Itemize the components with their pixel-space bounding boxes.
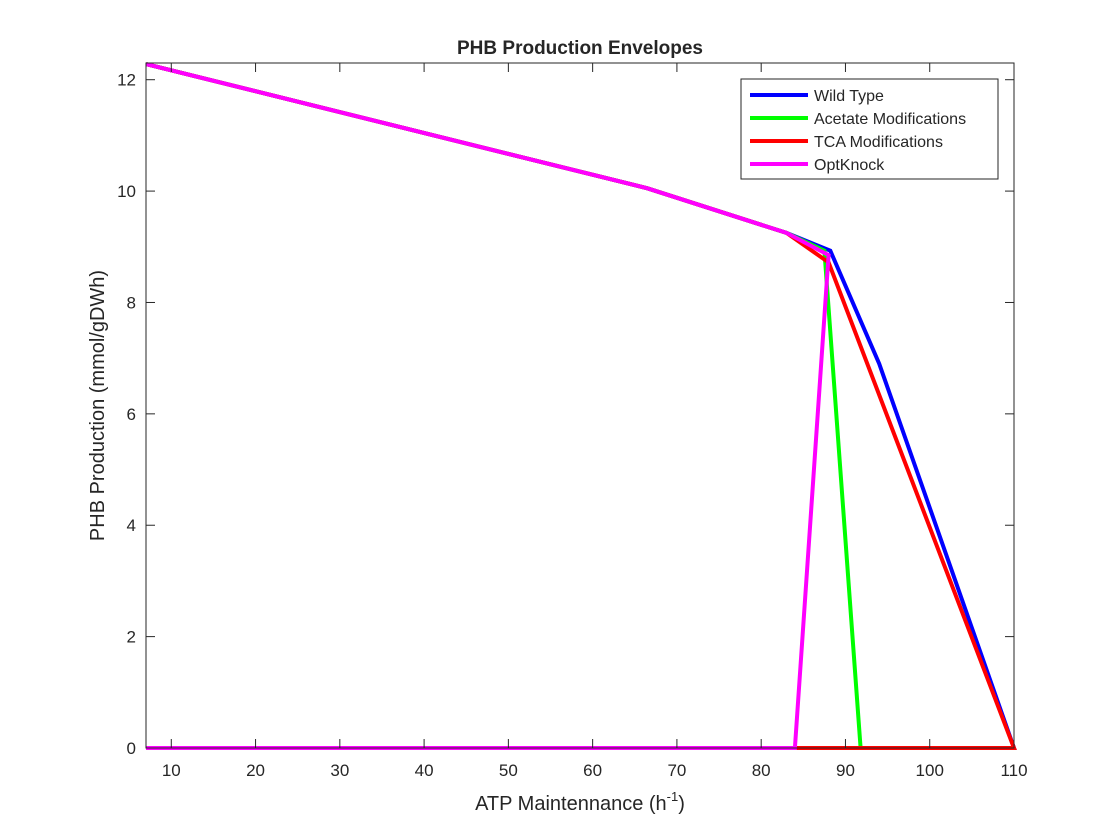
x-tick-label: 80: [752, 761, 771, 780]
x-tick-label: 110: [1000, 761, 1027, 780]
y-tick-label: 12: [117, 71, 136, 90]
y-tick-label: 0: [127, 739, 136, 758]
y-tick-label: 8: [127, 293, 136, 312]
x-tick-label: 40: [415, 761, 434, 780]
x-tick-label: 70: [667, 761, 686, 780]
x-tick-label: 30: [330, 761, 349, 780]
x-axis-label-superscript: -1: [667, 789, 679, 804]
y-tick-label: 10: [117, 182, 136, 201]
legend: Wild Type Acetate Modifications TCA Modifi…: [740, 78, 999, 180]
x-tick-label: 60: [583, 761, 602, 780]
y-axis-label: PHB Production (mmol/gDWh): [87, 270, 109, 541]
plot-area-border: [145, 62, 1015, 749]
chart-title: PHB Production Envelopes: [457, 38, 703, 59]
y-tick-label: 4: [127, 516, 136, 535]
x-tick-label: 10: [162, 761, 181, 780]
legend-label: Wild Type: [814, 88, 884, 105]
legend-label: OptKnock: [814, 157, 885, 174]
x-axis-label: ATP Maintennance (h-1): [475, 789, 685, 815]
x-tick-label: 50: [499, 761, 518, 780]
x-axis-label-text: ATP Maintennance (h: [475, 793, 667, 815]
y-tick-label: 2: [127, 628, 136, 647]
x-axis-label-close: ): [678, 793, 685, 815]
y-tick-label: 6: [127, 405, 136, 424]
x-tick-label: 90: [836, 761, 855, 780]
x-tick-label: 20: [246, 761, 265, 780]
legend-label: Acetate Modifications: [814, 111, 966, 128]
x-tick-label: 100: [916, 761, 944, 780]
axis-ticks: 10 20 30 40 50 60 70 80 90 100 110 0 2 4 6 8 10 12: [117, 63, 1028, 780]
legend-label: TCA Modifications: [814, 134, 943, 151]
